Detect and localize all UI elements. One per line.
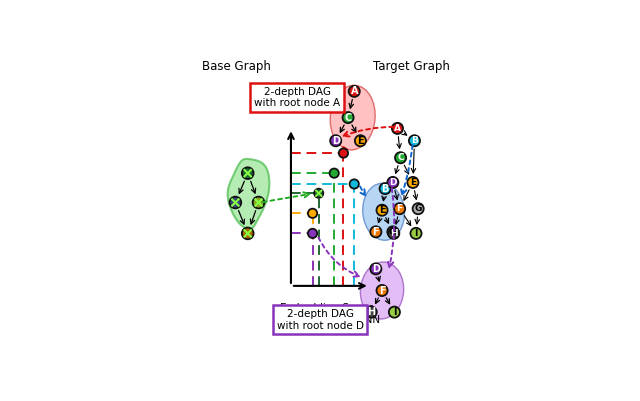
Circle shape bbox=[407, 177, 419, 188]
Circle shape bbox=[349, 86, 360, 97]
Text: Base Graph: Base Graph bbox=[202, 60, 271, 73]
Circle shape bbox=[380, 183, 390, 194]
Circle shape bbox=[242, 167, 253, 179]
Circle shape bbox=[371, 263, 381, 274]
Text: F: F bbox=[397, 204, 403, 213]
Text: F: F bbox=[379, 286, 385, 296]
Ellipse shape bbox=[363, 183, 404, 240]
Text: A: A bbox=[394, 124, 401, 133]
Circle shape bbox=[365, 306, 377, 318]
Text: built by 2-layer GNN: built by 2-layer GNN bbox=[274, 315, 380, 325]
Circle shape bbox=[330, 168, 339, 178]
Circle shape bbox=[253, 196, 264, 209]
Circle shape bbox=[308, 229, 317, 238]
Text: F: F bbox=[372, 227, 379, 237]
Circle shape bbox=[394, 203, 405, 214]
Circle shape bbox=[387, 177, 398, 188]
Circle shape bbox=[388, 228, 399, 239]
Text: I: I bbox=[414, 229, 418, 238]
Circle shape bbox=[387, 226, 398, 237]
Text: E: E bbox=[379, 205, 385, 215]
Text: B: B bbox=[411, 136, 418, 145]
Text: 2-depth DAG
with root node A: 2-depth DAG with root node A bbox=[254, 87, 340, 108]
Circle shape bbox=[314, 188, 323, 198]
Text: Embedding Space: Embedding Space bbox=[280, 303, 374, 313]
PathPatch shape bbox=[228, 159, 269, 229]
Text: B: B bbox=[381, 184, 389, 194]
Text: 2-depth DAG
with root node D: 2-depth DAG with root node D bbox=[276, 309, 364, 331]
Text: H: H bbox=[367, 307, 375, 317]
Circle shape bbox=[395, 152, 406, 163]
Text: C: C bbox=[397, 153, 404, 162]
Circle shape bbox=[230, 196, 241, 209]
Circle shape bbox=[330, 135, 341, 146]
Text: D: D bbox=[372, 264, 380, 274]
Text: G: G bbox=[415, 204, 422, 213]
Circle shape bbox=[308, 209, 317, 218]
Text: C: C bbox=[344, 113, 352, 123]
Text: I: I bbox=[392, 307, 396, 317]
Text: D: D bbox=[389, 178, 397, 187]
Circle shape bbox=[355, 135, 366, 146]
Text: H: H bbox=[390, 229, 397, 238]
Text: A: A bbox=[351, 86, 358, 96]
Text: E: E bbox=[410, 178, 416, 187]
Text: E: E bbox=[357, 136, 364, 146]
Circle shape bbox=[342, 112, 354, 123]
Circle shape bbox=[392, 123, 403, 134]
Circle shape bbox=[339, 148, 348, 158]
Circle shape bbox=[409, 135, 420, 146]
Ellipse shape bbox=[330, 85, 375, 150]
Circle shape bbox=[389, 306, 400, 318]
Circle shape bbox=[413, 203, 424, 214]
Ellipse shape bbox=[360, 262, 404, 319]
Text: Target Graph: Target Graph bbox=[373, 60, 450, 73]
Circle shape bbox=[349, 179, 359, 188]
Text: D: D bbox=[332, 136, 340, 146]
Circle shape bbox=[371, 226, 381, 237]
Circle shape bbox=[410, 228, 422, 239]
Circle shape bbox=[376, 285, 388, 296]
Text: G: G bbox=[389, 227, 397, 237]
Circle shape bbox=[242, 227, 253, 239]
Circle shape bbox=[376, 205, 388, 216]
